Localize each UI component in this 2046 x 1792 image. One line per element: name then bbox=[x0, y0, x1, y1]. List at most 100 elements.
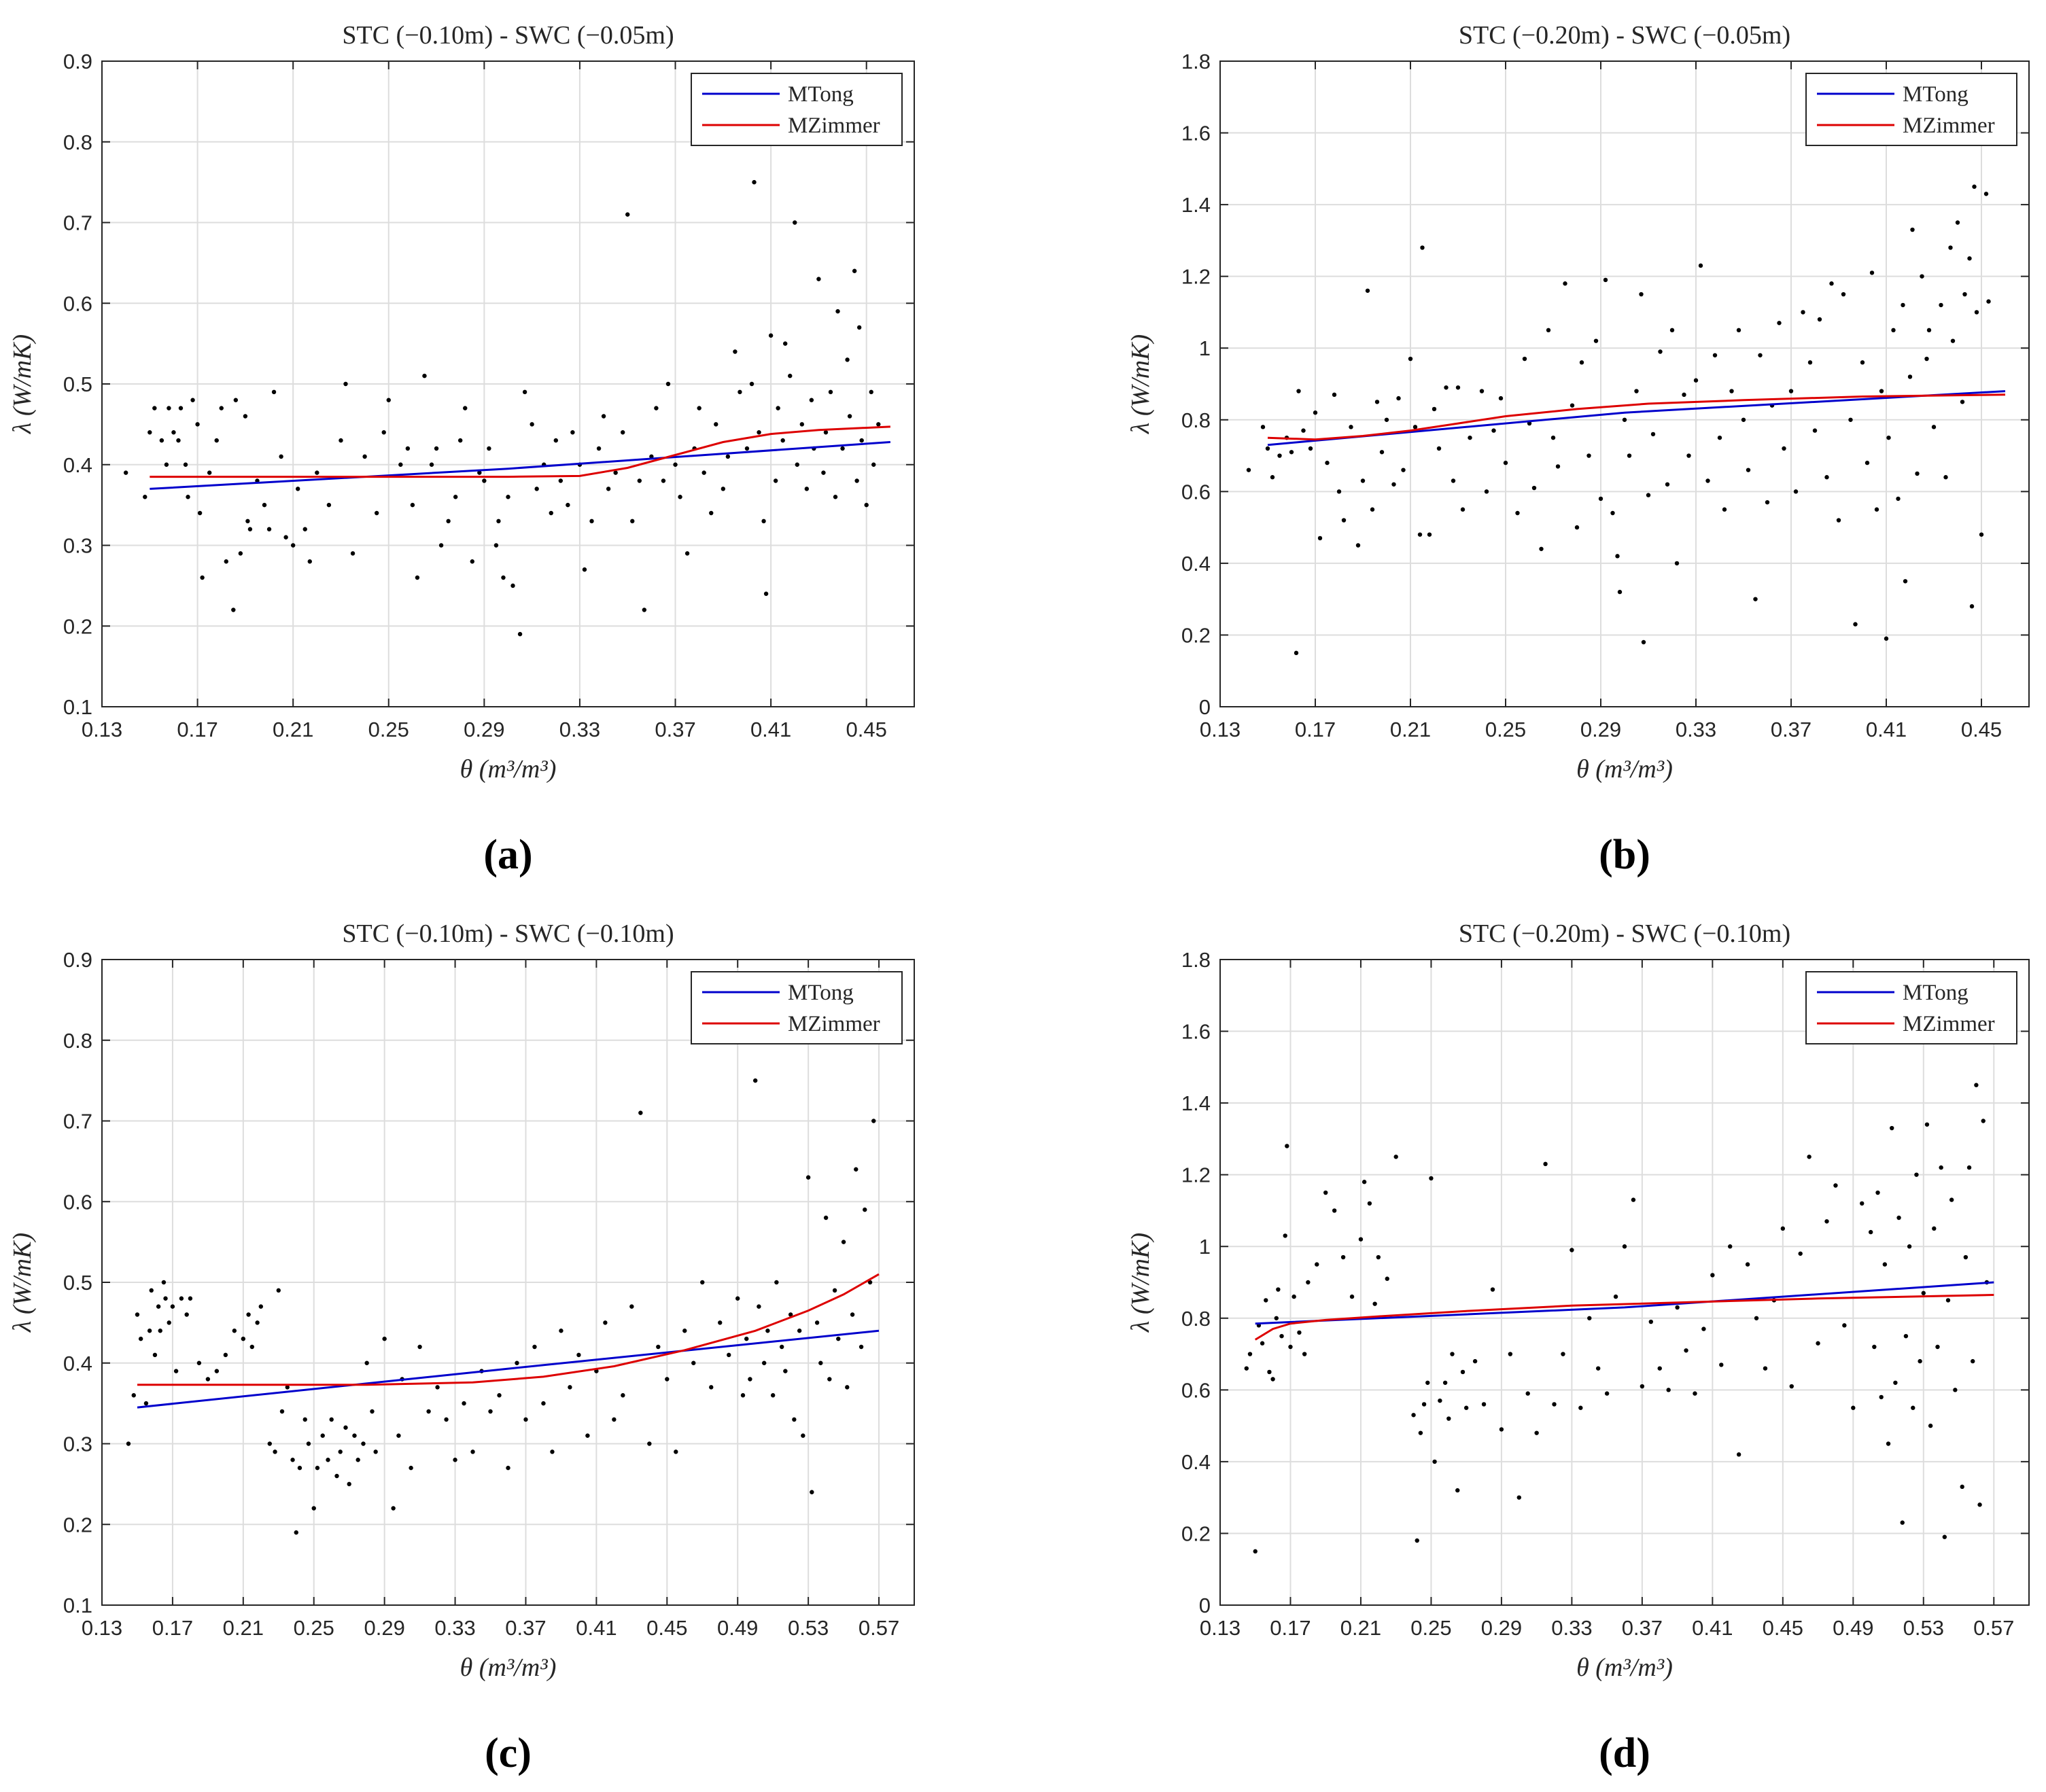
scatter-point bbox=[1455, 1488, 1460, 1493]
scatter-point bbox=[374, 510, 379, 516]
scatter-point bbox=[496, 519, 501, 524]
scatter-point bbox=[845, 357, 850, 362]
scatter-point bbox=[245, 519, 250, 524]
scatter-point bbox=[1966, 1165, 1972, 1170]
y-tick-label: 0.3 bbox=[63, 534, 92, 558]
scatter-point bbox=[1412, 425, 1418, 429]
scatter-point bbox=[183, 462, 188, 467]
x-tick-label: 0.37 bbox=[655, 718, 695, 741]
scatter-point bbox=[1969, 604, 1975, 609]
scatter-point bbox=[1340, 1254, 1346, 1260]
scatter-point bbox=[279, 1409, 285, 1414]
scatter-point bbox=[173, 1369, 179, 1373]
scatter-point bbox=[1896, 1215, 1901, 1220]
scatter-point bbox=[1953, 1388, 1958, 1392]
legend-label-mtong: MTong bbox=[788, 981, 854, 1005]
scatter-point bbox=[243, 414, 248, 419]
y-tick-label: 1.8 bbox=[1181, 948, 1211, 972]
scatter-point bbox=[740, 1393, 746, 1398]
scatter-point bbox=[809, 398, 814, 402]
scatter-point bbox=[835, 309, 840, 314]
scatter-point bbox=[1971, 1358, 1975, 1364]
scatter-point bbox=[850, 1312, 855, 1317]
scatter-point bbox=[1891, 328, 1896, 333]
x-tick-label: 0.41 bbox=[576, 1616, 617, 1640]
scatter-point bbox=[200, 575, 205, 580]
scatter-point bbox=[409, 1465, 413, 1471]
scatter-point bbox=[415, 575, 420, 580]
x-tick-label: 0.53 bbox=[1903, 1616, 1944, 1640]
scatter-point bbox=[297, 1465, 302, 1471]
scatter-point bbox=[763, 591, 769, 596]
scatter-point bbox=[1468, 435, 1472, 440]
scatter-point bbox=[752, 1078, 758, 1083]
scatter-point bbox=[207, 470, 212, 475]
scatter-point bbox=[1665, 482, 1670, 487]
scatter-point bbox=[197, 510, 203, 516]
x-tick-label: 0.25 bbox=[368, 718, 409, 741]
scatter-point bbox=[273, 1450, 277, 1454]
y-tick-label: 1.2 bbox=[1181, 1163, 1211, 1187]
scatter-point bbox=[1910, 227, 1915, 232]
scatter-point bbox=[1555, 464, 1561, 469]
scatter-point bbox=[629, 1304, 634, 1309]
scatter-point bbox=[1939, 1165, 1943, 1170]
scatter-point bbox=[530, 422, 534, 427]
scatter-point bbox=[1341, 518, 1347, 523]
scatter-point bbox=[266, 527, 272, 531]
scatter-point bbox=[176, 438, 181, 443]
scatter-point bbox=[1722, 507, 1727, 512]
scatter-point bbox=[487, 446, 491, 451]
scatter-point bbox=[1967, 256, 1972, 261]
scatter-point bbox=[1942, 1534, 1947, 1539]
scatter-point bbox=[576, 1352, 581, 1358]
scatter-point bbox=[1753, 597, 1758, 601]
scatter-point bbox=[1741, 417, 1746, 422]
x-tick-label: 0.17 bbox=[1270, 1616, 1311, 1640]
scatter-point bbox=[805, 1175, 811, 1180]
x-tick-label: 0.29 bbox=[464, 718, 504, 741]
scatter-point bbox=[532, 1344, 537, 1350]
x-tick-label: 0.21 bbox=[223, 1616, 264, 1640]
scatter-point bbox=[1285, 1144, 1289, 1148]
scatter-point bbox=[1296, 389, 1301, 393]
scatter-point bbox=[1860, 1201, 1865, 1206]
scatter-point bbox=[1360, 478, 1366, 483]
scatter-point bbox=[1302, 1352, 1307, 1356]
scatter-point bbox=[1949, 1197, 1954, 1202]
scatter-point bbox=[1570, 1248, 1574, 1252]
scatter-point bbox=[1260, 1341, 1265, 1346]
scatter-point bbox=[1777, 321, 1782, 326]
scatter-point bbox=[398, 462, 403, 467]
scatter-point bbox=[517, 631, 523, 637]
scatter-point bbox=[1417, 532, 1423, 537]
scatter-point bbox=[350, 551, 356, 556]
scatter-point bbox=[1244, 1366, 1249, 1371]
y-tick-label: 0.8 bbox=[63, 1029, 92, 1053]
scatter-point bbox=[768, 333, 774, 338]
scatter-point bbox=[1561, 1352, 1565, 1356]
y-tick-label: 0.2 bbox=[1181, 623, 1211, 647]
x-tick-label: 0.21 bbox=[1390, 718, 1431, 741]
scatter-point bbox=[1323, 1190, 1328, 1195]
scatter-point bbox=[727, 1352, 731, 1358]
scatter-point bbox=[1920, 274, 1924, 279]
scatter-point bbox=[553, 438, 558, 443]
scatter-point bbox=[1539, 546, 1544, 551]
scatter-point bbox=[1401, 468, 1406, 472]
scatter-point bbox=[1789, 1384, 1794, 1389]
scatter-point bbox=[290, 1458, 295, 1462]
scatter-point bbox=[315, 1465, 320, 1471]
scatter-point bbox=[373, 1450, 378, 1454]
scatter-point bbox=[621, 1393, 625, 1398]
x-tick-label: 0.29 bbox=[1481, 1616, 1522, 1640]
scatter-point bbox=[279, 454, 283, 459]
scatter-point bbox=[1279, 1333, 1284, 1339]
scatter-point bbox=[184, 1312, 189, 1317]
scatter-point bbox=[1332, 1208, 1337, 1213]
scatter-point bbox=[585, 1433, 590, 1438]
scatter-point bbox=[223, 1352, 228, 1358]
scatter-point bbox=[1436, 446, 1442, 451]
scatter-point bbox=[757, 1304, 761, 1309]
scatter-point bbox=[603, 1320, 608, 1325]
